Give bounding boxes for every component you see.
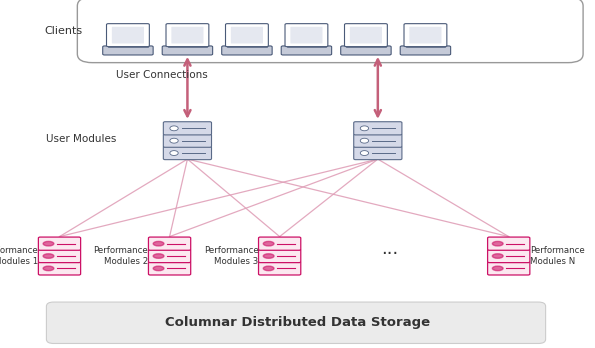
Ellipse shape	[493, 242, 503, 246]
Ellipse shape	[263, 254, 274, 258]
Text: Performance
Modules 3: Performance Modules 3	[203, 246, 258, 266]
Polygon shape	[261, 239, 298, 247]
Polygon shape	[361, 124, 395, 132]
FancyBboxPatch shape	[162, 46, 212, 55]
FancyBboxPatch shape	[148, 250, 190, 263]
FancyBboxPatch shape	[488, 262, 530, 275]
FancyBboxPatch shape	[488, 237, 530, 250]
Circle shape	[361, 151, 369, 156]
FancyBboxPatch shape	[77, 0, 583, 63]
FancyBboxPatch shape	[404, 24, 447, 47]
FancyBboxPatch shape	[258, 237, 301, 250]
FancyBboxPatch shape	[285, 24, 328, 47]
Ellipse shape	[493, 266, 503, 271]
FancyBboxPatch shape	[350, 27, 382, 44]
FancyBboxPatch shape	[488, 250, 530, 263]
Ellipse shape	[43, 254, 54, 258]
FancyBboxPatch shape	[38, 262, 81, 275]
FancyBboxPatch shape	[281, 46, 331, 55]
FancyBboxPatch shape	[345, 24, 387, 47]
FancyBboxPatch shape	[148, 237, 190, 250]
FancyBboxPatch shape	[166, 24, 209, 47]
FancyBboxPatch shape	[258, 250, 301, 263]
FancyBboxPatch shape	[163, 147, 212, 160]
Ellipse shape	[263, 266, 274, 271]
Ellipse shape	[43, 266, 54, 271]
FancyBboxPatch shape	[409, 27, 441, 44]
FancyBboxPatch shape	[148, 262, 190, 275]
FancyBboxPatch shape	[38, 250, 81, 263]
Ellipse shape	[153, 266, 164, 271]
Circle shape	[170, 126, 178, 131]
FancyBboxPatch shape	[163, 122, 212, 135]
Ellipse shape	[43, 242, 54, 246]
Ellipse shape	[493, 254, 503, 258]
Circle shape	[361, 138, 369, 143]
FancyBboxPatch shape	[353, 134, 402, 147]
Polygon shape	[41, 239, 78, 247]
FancyBboxPatch shape	[112, 27, 144, 44]
Circle shape	[361, 126, 369, 131]
Text: Columnar Distributed Data Storage: Columnar Distributed Data Storage	[165, 316, 430, 329]
Text: Performance
Modules N: Performance Modules N	[530, 246, 585, 266]
Text: User Modules: User Modules	[46, 134, 116, 144]
FancyBboxPatch shape	[107, 24, 149, 47]
Text: ...: ...	[381, 240, 398, 258]
Text: User Connections: User Connections	[116, 70, 208, 80]
FancyBboxPatch shape	[222, 46, 272, 55]
Polygon shape	[151, 239, 188, 247]
Ellipse shape	[153, 242, 164, 246]
FancyBboxPatch shape	[353, 147, 402, 160]
FancyBboxPatch shape	[38, 237, 81, 250]
FancyBboxPatch shape	[46, 302, 546, 343]
FancyBboxPatch shape	[226, 24, 268, 47]
Polygon shape	[490, 239, 527, 247]
FancyBboxPatch shape	[290, 27, 322, 44]
FancyBboxPatch shape	[341, 46, 391, 55]
FancyBboxPatch shape	[258, 262, 301, 275]
Text: Performance
Modules 1: Performance Modules 1	[0, 246, 38, 266]
FancyBboxPatch shape	[400, 46, 450, 55]
Circle shape	[170, 138, 178, 143]
Text: Clients: Clients	[45, 26, 83, 36]
Text: Performance
Modules 2: Performance Modules 2	[93, 246, 148, 266]
Polygon shape	[170, 124, 205, 132]
FancyBboxPatch shape	[171, 27, 203, 44]
FancyBboxPatch shape	[163, 134, 212, 147]
Ellipse shape	[263, 242, 274, 246]
FancyBboxPatch shape	[353, 122, 402, 135]
Ellipse shape	[153, 254, 164, 258]
FancyBboxPatch shape	[231, 27, 263, 44]
FancyBboxPatch shape	[103, 46, 153, 55]
Circle shape	[170, 151, 178, 156]
